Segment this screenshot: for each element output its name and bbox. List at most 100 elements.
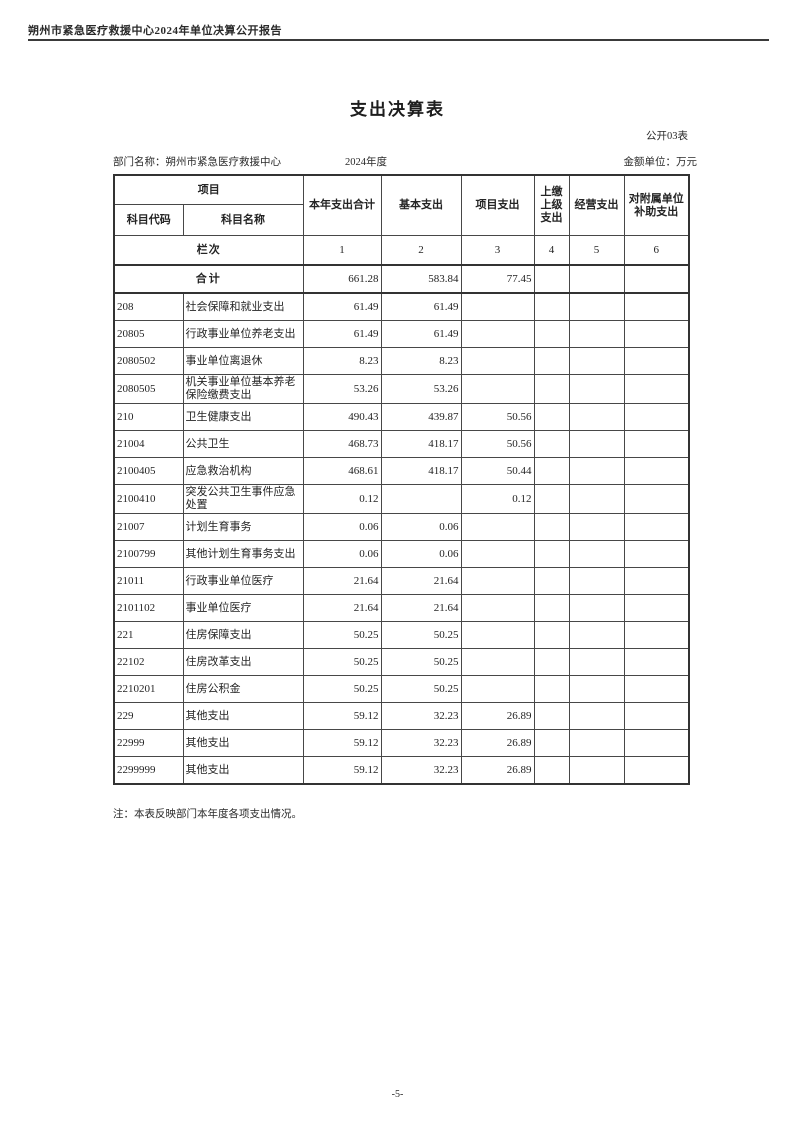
basic-expenditure-cell: 32.23 (380, 729, 462, 757)
year-total-cell: 50.25 (302, 621, 382, 649)
operating-cell (568, 567, 625, 595)
project-expenditure-cell: 26.89 (460, 702, 535, 730)
operating-cell (568, 374, 625, 404)
total-affiliate-cell (623, 264, 690, 294)
year-total-cell: 21.64 (302, 594, 382, 622)
table-row: 2080505 机关事业单位基本养老保险缴费支出 53.26 53.26 (113, 374, 690, 404)
column-number-2: 2 (380, 235, 462, 266)
project-expenditure-cell (460, 292, 535, 321)
affiliate-subsidy-cell (623, 374, 690, 404)
table-row: 22999 其他支出 59.12 32.23 26.89 (113, 729, 690, 757)
affiliate-subsidy-cell (623, 347, 690, 375)
basic-expenditure-cell: 50.25 (380, 675, 462, 703)
table-row: 2100410 突发公共卫生事件应急处置 0.12 0.12 (113, 484, 690, 514)
year-total-cell: 8.23 (302, 347, 382, 375)
subject-code-cell: 2100799 (113, 540, 184, 568)
subject-name-cell: 应急救治机构 (182, 457, 304, 485)
affiliate-subsidy-cell (623, 403, 690, 431)
operating-cell (568, 403, 625, 431)
year-total-cell: 59.12 (302, 756, 382, 785)
col-header-operating: 经营支出 (568, 174, 625, 236)
subject-name-cell: 事业单位离退休 (182, 347, 304, 375)
document-header-title: 朔州市紧急医疗救援中心2024年单位决算公开报告 (28, 25, 282, 37)
project-expenditure-cell (460, 621, 535, 649)
col-header-affiliate-subsidy: 对附属单位补助支出 (623, 174, 690, 236)
project-expenditure-cell: 26.89 (460, 729, 535, 757)
subject-code-cell: 221 (113, 621, 184, 649)
subject-code-cell: 2080505 (113, 374, 184, 404)
total-expenditure-sum-cell: 661.28 (302, 264, 382, 294)
subject-code-cell: 21011 (113, 567, 184, 595)
affiliate-subsidy-cell (623, 621, 690, 649)
upper-level-cell (533, 540, 570, 568)
table-row: 2100405 应急救治机构 468.61 418.17 50.44 (113, 457, 690, 485)
table-row: 2101102 事业单位医疗 21.64 21.64 (113, 594, 690, 622)
subject-name-cell: 其他支出 (182, 702, 304, 730)
basic-expenditure-cell: 0.06 (380, 513, 462, 541)
subject-name-cell: 行政事业单位养老支出 (182, 320, 304, 348)
column-index-label: 栏次 (113, 235, 304, 266)
year-total-cell: 0.12 (302, 484, 382, 514)
basic-expenditure-cell: 50.25 (380, 621, 462, 649)
year-total-cell: 468.73 (302, 430, 382, 458)
year-total-cell: 0.06 (302, 540, 382, 568)
col-header-basic: 基本支出 (380, 174, 462, 236)
operating-cell (568, 729, 625, 757)
affiliate-subsidy-cell (623, 702, 690, 730)
table-row: 2210201 住房公积金 50.25 50.25 (113, 675, 690, 703)
affiliate-subsidy-cell (623, 567, 690, 595)
subject-code-cell: 2100410 (113, 484, 184, 514)
year-total-cell: 50.25 (302, 675, 382, 703)
subject-code-cell: 210 (113, 403, 184, 431)
subject-code-cell: 2210201 (113, 675, 184, 703)
basic-expenditure-cell: 418.17 (380, 430, 462, 458)
operating-cell (568, 320, 625, 348)
subject-name-cell: 机关事业单位基本养老保险缴费支出 (182, 374, 304, 404)
upper-level-cell (533, 374, 570, 404)
affiliate-subsidy-cell (623, 648, 690, 676)
subject-code-cell: 21007 (113, 513, 184, 541)
basic-expenditure-cell: 418.17 (380, 457, 462, 485)
project-expenditure-cell: 50.56 (460, 403, 535, 431)
upper-level-cell (533, 430, 570, 458)
project-expenditure-cell: 50.56 (460, 430, 535, 458)
table-row: 20805 行政事业单位养老支出 61.49 61.49 (113, 320, 690, 348)
operating-cell (568, 292, 625, 321)
subject-name-cell: 公共卫生 (182, 430, 304, 458)
table-row: 21011 行政事业单位医疗 21.64 21.64 (113, 567, 690, 595)
table-row: 208 社会保障和就业支出 61.49 61.49 (113, 292, 690, 321)
column-index-row: 栏次 1 2 3 4 5 6 (113, 235, 690, 266)
upper-level-cell (533, 648, 570, 676)
basic-expenditure-cell: 32.23 (380, 756, 462, 785)
year-total-cell: 53.26 (302, 374, 382, 404)
table-footnote: 注：本表反映部门本年度各项支出情况。 (113, 809, 302, 820)
subject-name-cell: 突发公共卫生事件应急处置 (182, 484, 304, 514)
operating-cell (568, 484, 625, 514)
table-row: 2080502 事业单位离退休 8.23 8.23 (113, 347, 690, 375)
affiliate-subsidy-cell (623, 729, 690, 757)
year-total-cell: 59.12 (302, 702, 382, 730)
basic-expenditure-cell: 53.26 (380, 374, 462, 404)
table-meta-row: 金额单位：万元 部门名称：朔州市紧急医疗救援中心 2024年度 (0, 154, 795, 170)
header-row-sub: 科目代码 科目名称 (113, 204, 689, 236)
year-total-cell: 50.25 (302, 648, 382, 676)
operating-cell (568, 430, 625, 458)
table-row: 2100799 其他计划生育事务支出 0.06 0.06 (113, 540, 690, 568)
subject-name-cell: 其他支出 (182, 729, 304, 757)
column-number-6: 6 (623, 235, 690, 266)
basic-expenditure-cell (380, 484, 462, 514)
basic-expenditure-cell: 0.06 (380, 540, 462, 568)
fiscal-year-label: 2024年度 (345, 157, 387, 168)
project-expenditure-cell (460, 347, 535, 375)
upper-level-cell (533, 292, 570, 321)
upper-level-cell (533, 457, 570, 485)
basic-expenditure-cell: 32.23 (380, 702, 462, 730)
total-basic-cell: 583.84 (380, 264, 462, 294)
table-row: 2299999 其他支出 59.12 32.23 26.89 (113, 756, 690, 785)
operating-cell (568, 648, 625, 676)
operating-cell (568, 347, 625, 375)
total-row-label: 合计 (113, 264, 304, 294)
basic-expenditure-cell: 50.25 (380, 648, 462, 676)
project-expenditure-cell (460, 567, 535, 595)
column-number-4: 4 (533, 235, 570, 266)
